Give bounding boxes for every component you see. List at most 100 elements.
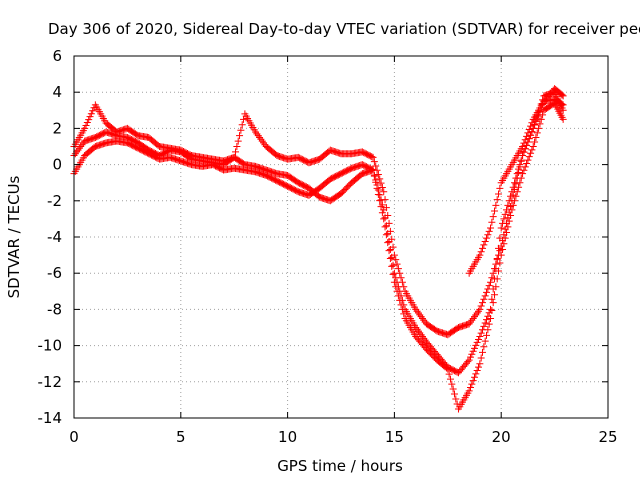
y-tick-label: -4 (47, 228, 62, 246)
data-point-marker (465, 320, 473, 328)
data-point-marker (480, 322, 488, 330)
data-point-marker (232, 148, 240, 156)
data-point-marker (397, 301, 405, 309)
data-point-marker (380, 188, 388, 196)
data-point-marker (71, 150, 79, 158)
data-point-marker (485, 227, 493, 235)
data-point-marker (369, 153, 377, 161)
data-point-marker (473, 366, 481, 374)
data-point-marker (524, 156, 532, 164)
data-point-marker (416, 329, 424, 337)
x-tick-label: 10 (278, 428, 297, 446)
data-point-marker (527, 122, 535, 130)
data-point-marker (377, 179, 385, 187)
data-point-marker (376, 175, 384, 183)
data-point-marker (389, 261, 397, 269)
data-point-marker (398, 305, 406, 313)
data-point-marker (532, 133, 540, 141)
data-series (70, 85, 567, 413)
data-point-marker (481, 337, 489, 345)
data-point-marker (252, 128, 260, 136)
data-point-marker (487, 305, 495, 313)
data-point-marker (86, 113, 94, 121)
y-tick-label: 4 (52, 83, 62, 101)
data-point-marker (521, 163, 529, 171)
data-point-marker (418, 333, 426, 341)
data-point-marker (535, 124, 543, 132)
data-point-marker (489, 299, 497, 307)
data-point-marker (378, 209, 386, 217)
data-point-marker (372, 162, 380, 170)
data-point-marker (480, 343, 488, 351)
data-point-marker (444, 365, 452, 373)
data-point-marker (87, 110, 95, 118)
data-point-marker (418, 314, 426, 322)
data-point-marker (377, 196, 385, 204)
data-point-marker (89, 107, 97, 115)
data-point-marker (85, 116, 93, 124)
data-point-marker (477, 302, 485, 310)
data-point-marker (253, 130, 261, 138)
y-tick-label: 6 (52, 47, 62, 65)
data-point-marker (488, 295, 496, 303)
data-point-marker (472, 341, 480, 349)
data-point-marker (492, 283, 500, 291)
data-point-marker (520, 139, 528, 147)
data-point-marker (507, 212, 515, 220)
data-point-marker (449, 385, 457, 393)
data-point-marker (484, 326, 492, 334)
data-point-marker (523, 159, 531, 167)
data-point-marker (499, 245, 507, 253)
data-point-marker (384, 239, 392, 247)
data-point-marker (472, 311, 480, 319)
data-point-marker (369, 166, 377, 174)
data-point-marker (466, 318, 474, 326)
data-point-marker (466, 383, 474, 391)
data-point-marker (413, 307, 421, 315)
data-point-marker (531, 138, 539, 146)
data-point-marker (481, 238, 489, 246)
data-point-marker (479, 244, 487, 252)
data-point-marker (382, 231, 390, 239)
data-point-marker (393, 287, 401, 295)
data-point-marker (370, 158, 378, 166)
data-point-marker (78, 141, 86, 149)
data-point-marker (519, 170, 527, 178)
data-point-marker (509, 201, 517, 209)
y-tick-label: -8 (47, 300, 62, 318)
data-point-marker (476, 360, 484, 368)
data-point-marker (480, 241, 488, 249)
data-point-marker (485, 282, 493, 290)
data-point-marker (519, 143, 527, 150)
data-point-marker (489, 213, 497, 221)
data-point-marker (520, 166, 528, 174)
data-point-marker (386, 245, 394, 253)
data-point-marker (465, 387, 473, 395)
data-point-marker (473, 338, 481, 346)
data-point-marker (512, 192, 520, 200)
data-point-marker (504, 223, 512, 231)
data-point-marker (468, 350, 476, 358)
data-point-marker (257, 135, 265, 143)
data-point-marker (473, 309, 481, 317)
data-point-marker (484, 231, 492, 239)
data-point-marker (521, 136, 529, 144)
data-point-marker (523, 132, 531, 140)
data-point-marker (394, 265, 402, 273)
data-point-marker (481, 292, 489, 300)
data-point-marker (477, 354, 485, 362)
grid-lines (74, 56, 608, 418)
data-point-marker (377, 203, 385, 211)
data-point-marker (558, 100, 566, 108)
data-point-marker (472, 370, 480, 378)
x-tick-label: 20 (492, 428, 511, 446)
data-point-marker (372, 178, 380, 186)
data-point-marker (392, 283, 400, 291)
data-point-marker (382, 222, 390, 230)
data-point-marker (497, 224, 505, 232)
y-axis-label: SDTVAR / TECUs (5, 175, 23, 298)
data-point-marker (466, 353, 474, 361)
data-point-marker (515, 183, 523, 191)
data-point-marker (258, 137, 266, 145)
data-point-marker (448, 380, 456, 388)
